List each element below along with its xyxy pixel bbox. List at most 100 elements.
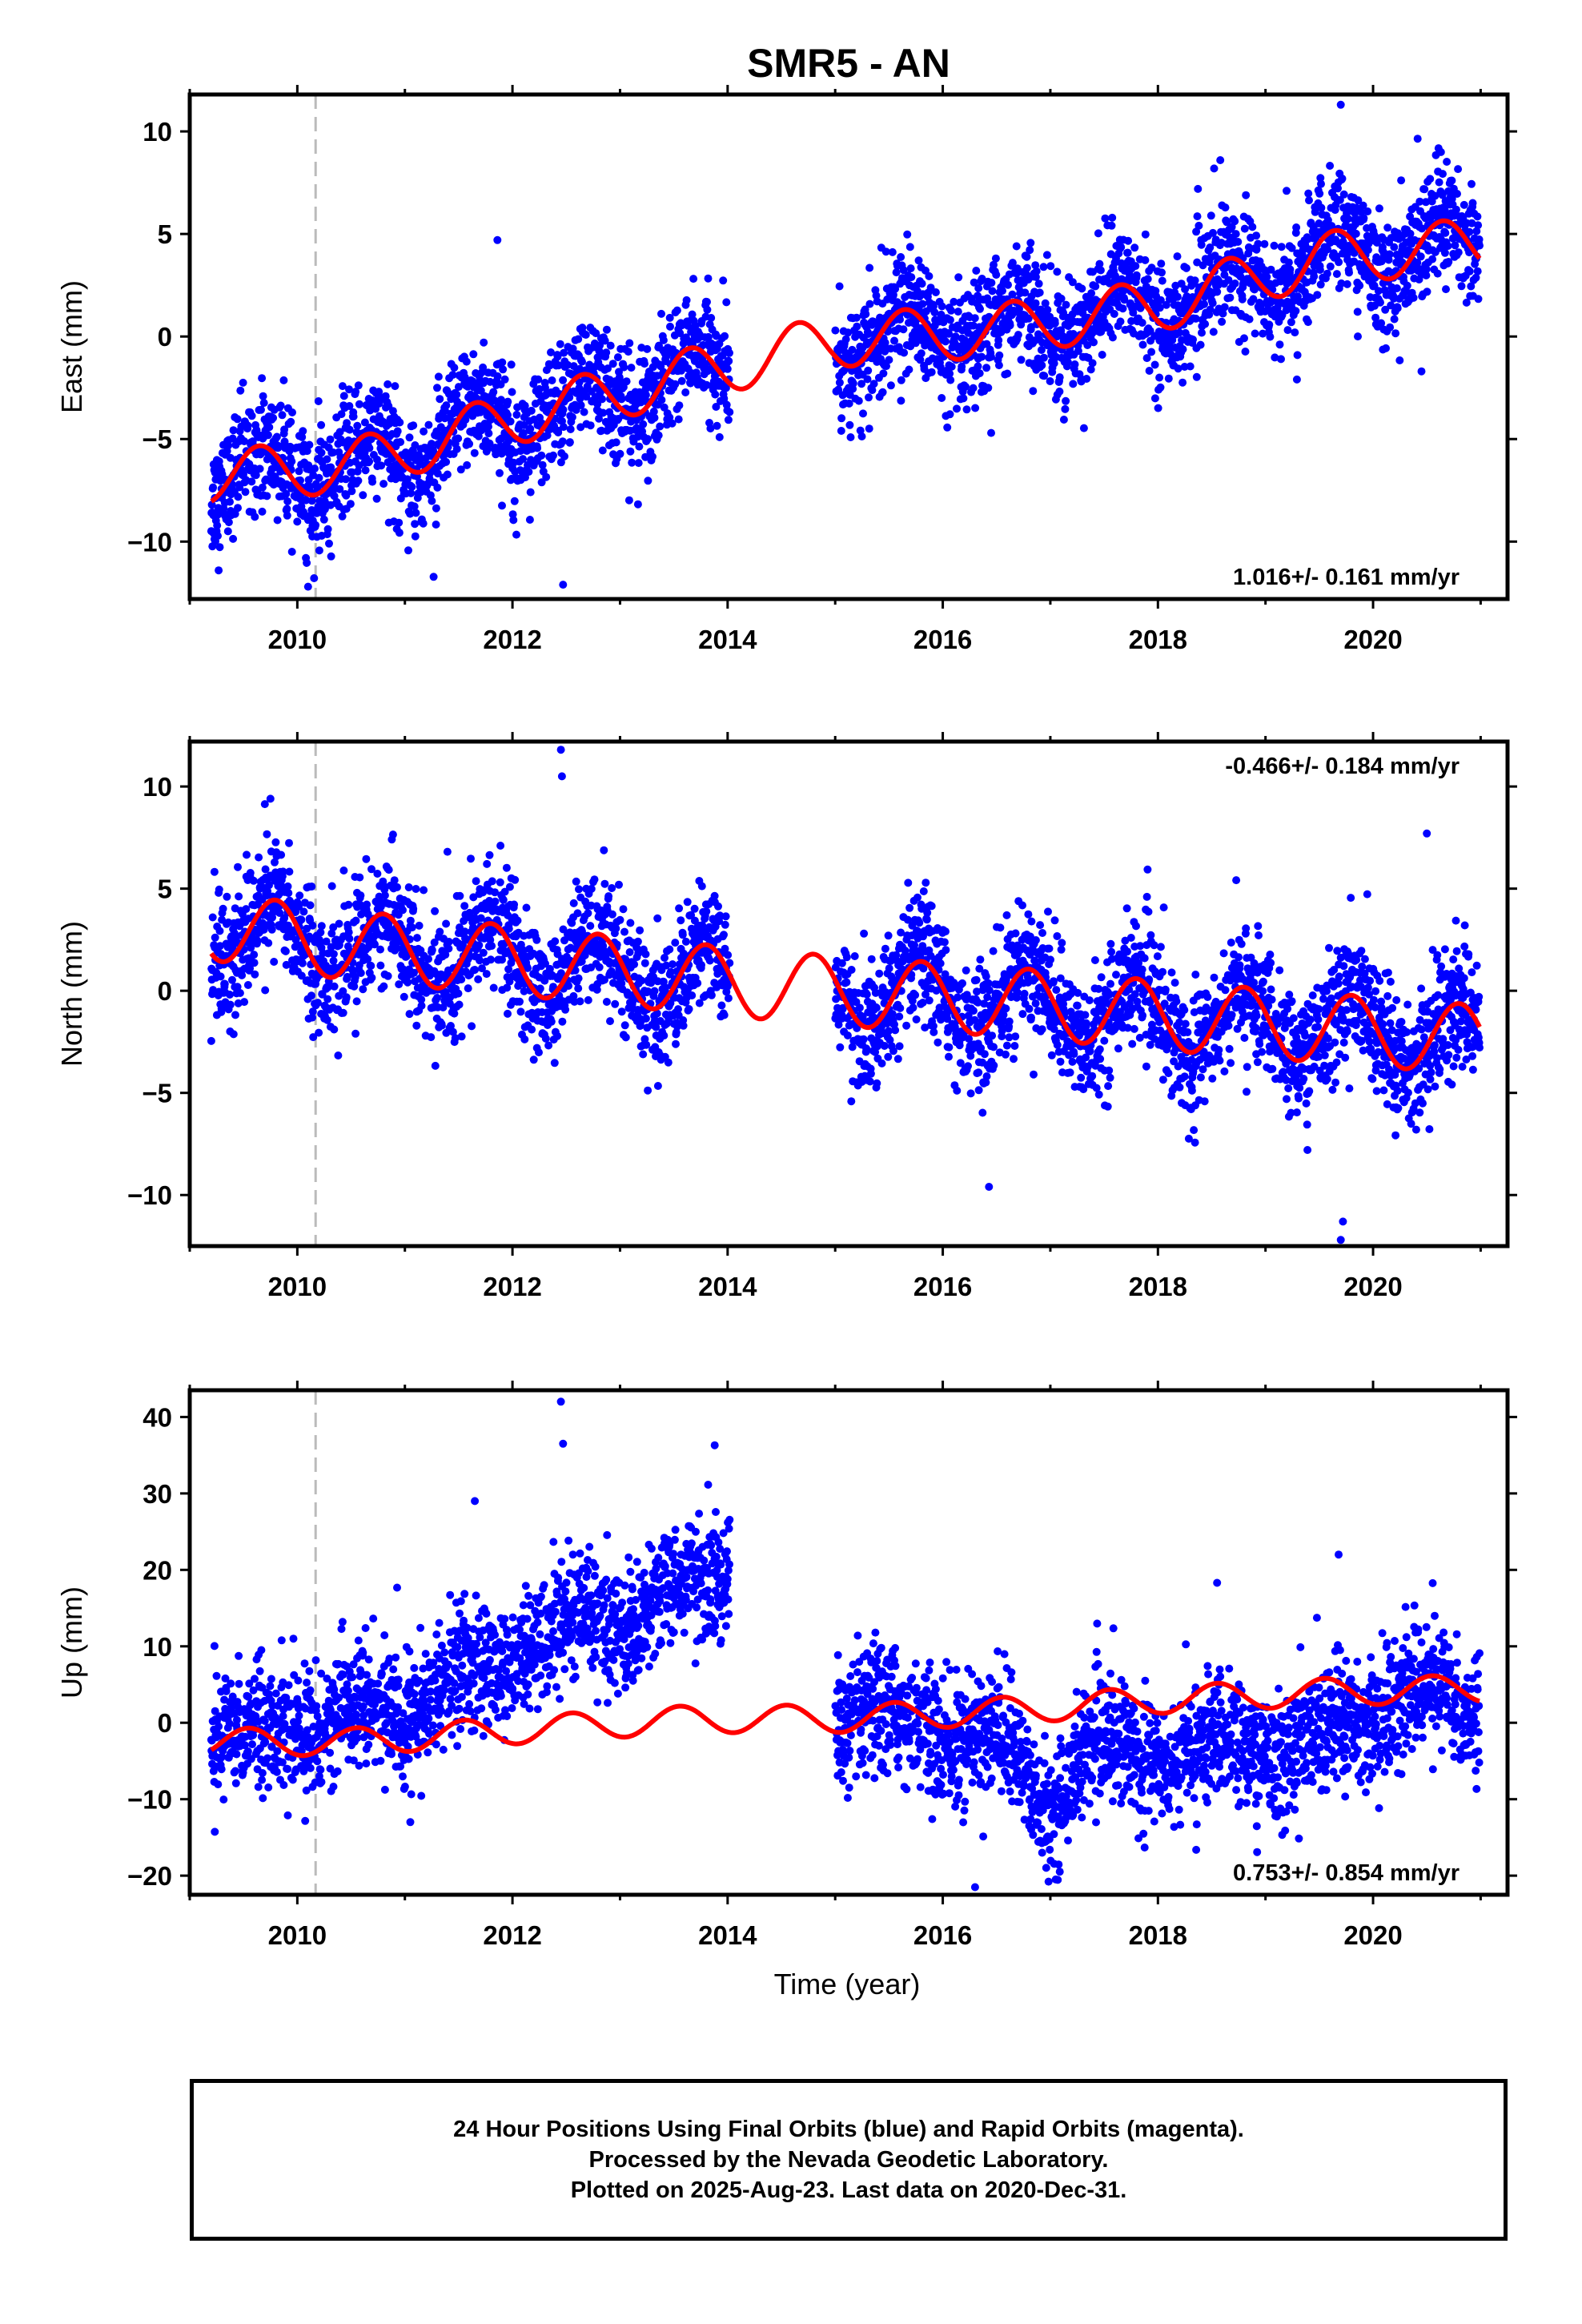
data-point <box>865 424 873 433</box>
data-point <box>231 1011 239 1019</box>
data-point <box>664 1058 673 1067</box>
data-point <box>258 374 267 383</box>
data-point <box>356 891 365 900</box>
data-point <box>581 331 590 339</box>
data-point <box>345 425 354 434</box>
data-point <box>239 378 247 387</box>
data-point <box>891 284 900 293</box>
data-point <box>561 1005 570 1014</box>
data-point <box>612 438 620 447</box>
data-point <box>592 329 600 338</box>
data-point <box>472 877 480 886</box>
data-point <box>535 1048 543 1057</box>
data-point <box>551 937 560 946</box>
data-point <box>707 314 716 322</box>
data-point <box>1323 269 1331 278</box>
data-point <box>688 310 697 319</box>
data-point <box>1141 230 1150 239</box>
data-point <box>599 408 608 417</box>
data-point <box>857 380 866 388</box>
data-point <box>1428 255 1437 263</box>
data-point <box>576 997 584 1006</box>
data-point <box>330 1025 339 1034</box>
data-point <box>669 960 677 969</box>
data-point <box>706 424 715 432</box>
data-point <box>407 489 416 497</box>
data-point <box>489 388 498 396</box>
data-point <box>315 1028 323 1037</box>
data-point <box>675 904 684 913</box>
data-point <box>1116 317 1125 326</box>
data-point <box>379 480 388 489</box>
data-point <box>1062 300 1070 309</box>
data-point <box>444 944 453 953</box>
data-point <box>362 854 371 863</box>
data-point <box>556 340 564 348</box>
data-point <box>725 408 734 416</box>
data-point <box>1310 272 1319 281</box>
data-point <box>1040 372 1049 380</box>
data-point <box>863 375 872 384</box>
data-point <box>1173 252 1182 261</box>
data-point <box>488 877 496 886</box>
data-point <box>375 388 383 396</box>
data-point <box>1245 315 1254 324</box>
data-point <box>1476 241 1484 250</box>
data-point <box>509 516 518 525</box>
data-point <box>306 901 315 910</box>
data-point <box>272 432 281 441</box>
data-point <box>315 546 323 555</box>
data-point <box>560 452 568 460</box>
data-point <box>302 496 311 505</box>
data-point <box>574 335 583 344</box>
data-point <box>1392 284 1401 292</box>
data-point <box>654 431 663 440</box>
data-point <box>549 451 557 460</box>
data-point <box>468 1022 476 1031</box>
data-point <box>339 1008 347 1017</box>
data-point <box>339 392 348 400</box>
data-point <box>325 539 333 548</box>
data-point <box>486 377 495 386</box>
data-point <box>372 494 381 503</box>
data-point <box>1283 326 1292 335</box>
data-point <box>541 384 549 392</box>
data-point <box>448 371 457 380</box>
x-tick-label: 2014 <box>698 625 757 654</box>
data-point <box>835 378 844 387</box>
data-point <box>976 304 984 313</box>
data-point <box>916 356 925 364</box>
data-point <box>1409 293 1418 302</box>
data-point <box>1118 304 1127 313</box>
data-point <box>519 455 528 464</box>
data-point <box>946 410 954 419</box>
data-point <box>470 448 479 457</box>
data-point <box>881 247 890 256</box>
data-point <box>650 987 659 995</box>
data-point <box>1441 228 1450 237</box>
data-point <box>1292 375 1301 384</box>
data-point <box>1436 147 1445 156</box>
data-point <box>564 360 572 369</box>
data-point <box>345 402 354 410</box>
data-point <box>311 521 320 529</box>
data-point <box>630 960 639 969</box>
data-point <box>528 1025 536 1034</box>
data-point <box>250 959 259 967</box>
data-point <box>1355 281 1364 290</box>
data-point <box>1234 238 1243 246</box>
data-point <box>330 982 339 991</box>
data-point <box>411 441 420 449</box>
data-point <box>659 336 668 344</box>
data-point <box>437 1021 446 1030</box>
x-tick-label: 2012 <box>483 625 541 654</box>
data-point <box>969 384 978 392</box>
data-point <box>653 1082 662 1090</box>
data-point <box>1345 268 1353 277</box>
data-point <box>633 432 642 441</box>
data-point <box>1138 340 1147 349</box>
data-point <box>685 1005 693 1013</box>
data-point <box>267 925 276 934</box>
data-point <box>1012 242 1021 251</box>
data-point <box>1443 158 1452 166</box>
